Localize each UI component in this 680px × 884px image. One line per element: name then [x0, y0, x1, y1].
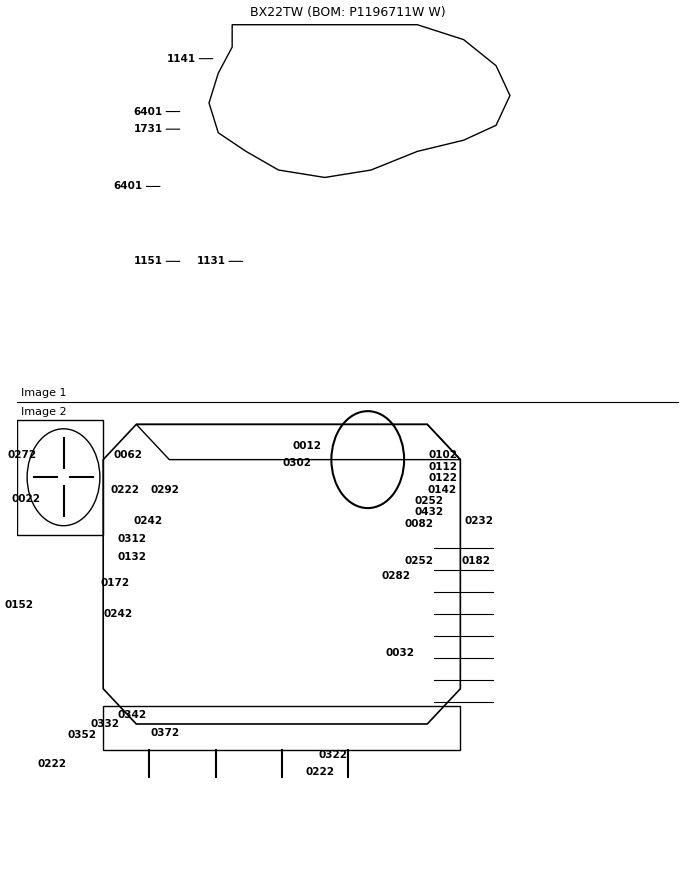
Text: 0242: 0242 [133, 516, 163, 526]
Bar [103, 706, 460, 751]
Text: 0152: 0152 [5, 600, 34, 610]
Text: 0182: 0182 [461, 556, 490, 566]
Text: 0062: 0062 [114, 450, 143, 461]
Text: 0252: 0252 [405, 556, 434, 566]
Text: 0292: 0292 [150, 485, 180, 495]
Text: 0312: 0312 [117, 534, 146, 544]
Text: 0132: 0132 [117, 552, 146, 561]
Text: 0322: 0322 [319, 750, 348, 760]
Text: 0032: 0032 [385, 649, 414, 659]
Text: 0232: 0232 [464, 516, 494, 526]
Text: 0012: 0012 [292, 441, 322, 452]
Text: 0172: 0172 [101, 578, 130, 588]
Text: 0282: 0282 [381, 571, 411, 581]
Text: 0352: 0352 [67, 730, 97, 741]
Text: 0112: 0112 [428, 461, 457, 472]
Text: 0022: 0022 [12, 494, 40, 504]
Text: 0222: 0222 [111, 485, 139, 495]
Text: 0122: 0122 [428, 473, 457, 484]
Text: 0252: 0252 [415, 496, 444, 506]
Text: 0222: 0222 [38, 758, 67, 769]
Text: 1131: 1131 [197, 256, 226, 266]
Text: 1151: 1151 [134, 256, 163, 266]
Text: 6401: 6401 [114, 181, 143, 192]
Text: 0242: 0242 [104, 609, 133, 619]
Text: 0432: 0432 [415, 507, 444, 517]
Text: 0082: 0082 [405, 519, 434, 529]
Text: 0302: 0302 [282, 458, 311, 469]
Text: Image 1: Image 1 [20, 388, 66, 398]
Bar [17, 420, 103, 535]
Text: BX22TW (BOM: P1196711W W): BX22TW (BOM: P1196711W W) [250, 6, 445, 19]
Text: 0372: 0372 [150, 728, 180, 738]
Text: Image 2: Image 2 [20, 407, 66, 416]
Text: 6401: 6401 [133, 107, 163, 117]
Text: 1141: 1141 [167, 54, 196, 64]
Text: 0142: 0142 [428, 484, 457, 494]
Text: 0332: 0332 [90, 719, 120, 729]
Text: 1731: 1731 [133, 124, 163, 134]
Text: 0272: 0272 [8, 450, 37, 461]
Text: 0342: 0342 [117, 710, 146, 720]
Text: 0222: 0222 [306, 767, 335, 777]
Text: 0102: 0102 [428, 450, 457, 461]
